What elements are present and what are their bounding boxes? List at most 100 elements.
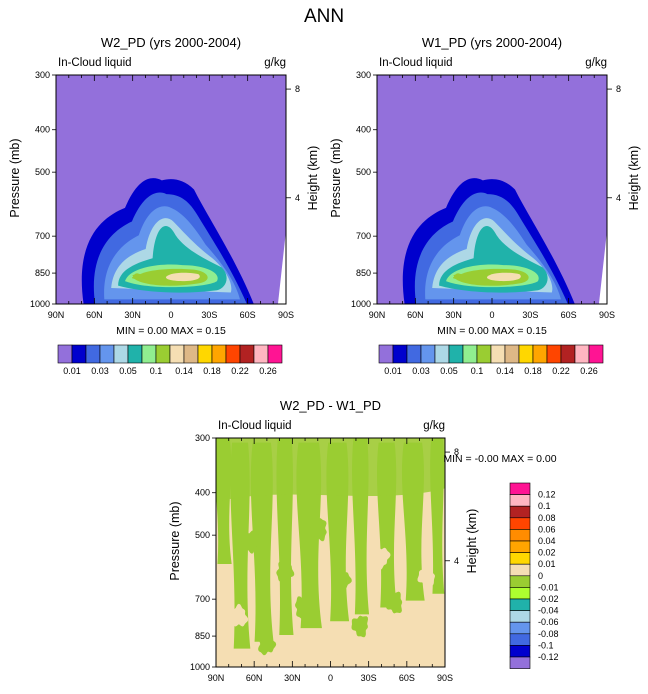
legend-swatch (509, 505, 531, 519)
y-tick-label: 400 (195, 488, 210, 498)
legend-swatch (518, 344, 534, 364)
color-legend: 0.01 0.03 0.05 0.1 0.14 0.18 0.22 0.26 (378, 344, 604, 376)
legend-label: 0.14 (496, 366, 514, 376)
legend-swatch (211, 344, 227, 364)
x-tick-label: 90N (48, 310, 65, 320)
legend-swatch (197, 344, 213, 364)
legend-label: 0.03 (91, 366, 109, 376)
legend-swatch (169, 344, 185, 364)
legend-swatch (476, 344, 492, 364)
legend-label: 0.22 (231, 366, 249, 376)
x-tick-label: 60N (86, 310, 103, 320)
legend-swatch (99, 344, 115, 364)
x-tick-label: 30S (201, 310, 217, 320)
legend-swatch (448, 344, 464, 364)
legend-swatch (509, 563, 531, 577)
legend-swatch (509, 587, 531, 600)
legend-swatch (85, 344, 101, 364)
legend-swatch (420, 344, 436, 364)
legend-swatch (509, 575, 531, 588)
legend-label: 0.12 (538, 490, 556, 500)
height-tick-label: 8 (295, 84, 300, 94)
missing-data-region (598, 230, 607, 304)
x-tick-label: 30S (361, 673, 377, 683)
panel-difference: W2_PD - W1_PD In-Cloud liquid g/kg 90N 60N 30… (168, 398, 559, 683)
x-tick-label: 60N (407, 310, 424, 320)
contour-patch (452, 273, 468, 280)
x-tick-label: 90S (437, 673, 453, 683)
y-tick-label: 1000 (30, 299, 50, 309)
legend-label: 0.1 (150, 366, 163, 376)
y-tick-label: 700 (195, 594, 210, 604)
legend-label: 0.14 (175, 366, 193, 376)
difference-blob (240, 530, 260, 554)
contour-field (377, 75, 607, 304)
legend-label: 0.1 (538, 501, 551, 511)
x-tick-label: 0 (328, 673, 333, 683)
panel-title: W1_PD (yrs 2000-2004) (422, 35, 562, 50)
contour-band-8 (165, 272, 200, 282)
y-tick-label: 300 (356, 70, 371, 80)
y-axis-title: Pressure (mb) (329, 138, 343, 217)
x-tick-label: 30N (284, 673, 301, 683)
panel-title: W2_PD (yrs 2000-2004) (101, 35, 241, 50)
y-tick-label: 300 (195, 433, 210, 443)
difference-blob (385, 591, 403, 614)
y-tick-label: 400 (35, 125, 50, 135)
legend-swatch (574, 344, 590, 364)
x-tick-label: 90N (369, 310, 386, 320)
legend-swatch (225, 344, 241, 364)
difference-blob (295, 596, 313, 620)
y-tick-label: 850 (35, 268, 50, 278)
legend-label: 0.04 (538, 536, 556, 546)
difference-blob (404, 632, 422, 655)
x-tick-label: 30S (522, 310, 538, 320)
legend-label: 0.05 (119, 366, 137, 376)
legend-label: 0.01 (384, 366, 402, 376)
y-tick-label: 500 (195, 530, 210, 540)
legend-label: 0 (538, 571, 543, 581)
legend-swatch (239, 344, 255, 364)
x-tick-label: 90S (278, 310, 294, 320)
panel-title: W2_PD - W1_PD (280, 398, 381, 413)
y-tick-label: 700 (356, 231, 371, 241)
legend-swatch (509, 610, 531, 623)
legend-swatch (509, 598, 531, 611)
legend-swatch (392, 344, 408, 364)
y-tick-label: 400 (356, 125, 371, 135)
legend-label: 0.08 (538, 513, 556, 523)
legend-swatch (267, 344, 283, 364)
legend-swatch (546, 344, 562, 364)
x-tick-label: 60S (561, 310, 577, 320)
y-tick-label: 300 (35, 70, 50, 80)
color-legend: 0.120.1 0.080.06 0.04 0.020.01 0-0.01 -0.02 -0… (509, 482, 559, 669)
legend-swatch (490, 344, 506, 364)
panel-w2-pd: W2_PD (yrs 2000-2004) In-Cloud liquid g/kg… (8, 35, 320, 376)
y-tick-label: 850 (195, 631, 210, 641)
legend-label: -0.02 (538, 594, 559, 604)
y-axis-title-right: Height (km) (627, 146, 641, 211)
legend-label: 0.02 (538, 548, 556, 558)
difference-blob (309, 518, 327, 542)
min-max-stats: MIN = -0.00 MAX = 0.00 (443, 453, 556, 465)
difference-blob (276, 558, 295, 582)
legend-swatch (509, 482, 531, 495)
y-tick-label: 500 (356, 167, 371, 177)
legend-swatch (509, 517, 531, 530)
missing-data-region (277, 230, 286, 304)
variable-label: In-Cloud liquid (379, 57, 453, 69)
y-tick-label: 500 (35, 167, 50, 177)
color-legend: 0.01 0.03 0.05 0.1 0.14 0.18 0.22 0.26 (57, 344, 283, 376)
legend-label: 0.1 (471, 366, 484, 376)
difference-region-upper (216, 438, 445, 503)
x-tick-label: 60S (399, 673, 415, 683)
legend-swatch (127, 344, 143, 364)
legend-label: -0.08 (538, 629, 559, 639)
y-tick-label: 1000 (351, 299, 371, 309)
difference-blob (351, 615, 368, 638)
y-axis-title-right: Height (km) (465, 509, 479, 574)
legend-swatch (509, 552, 531, 565)
legend-swatch (406, 344, 422, 364)
difference-blob (334, 568, 352, 593)
